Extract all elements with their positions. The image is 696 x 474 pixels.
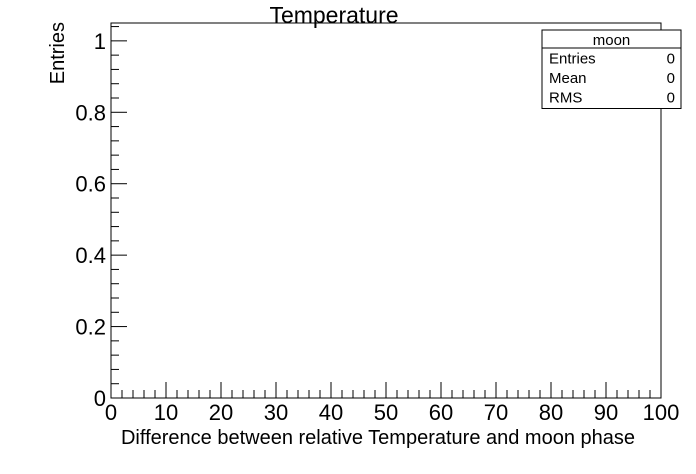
x-tick-label: 70 [484,400,508,425]
x-tick-label: 80 [539,400,563,425]
y-tick-label: 0.2 [75,315,106,340]
y-tick-label: 0 [94,386,106,411]
y-tick-label: 0.6 [75,172,106,197]
stats-row-value: 0 [667,51,675,68]
stats-box-name: moon [593,32,631,49]
x-tick-label: 60 [429,400,453,425]
x-tick-label: 10 [154,400,178,425]
stats-row-label: Mean [549,70,587,87]
chart-title: Temperature [269,2,398,28]
stats-row-label: Entries [549,51,596,68]
x-axis: 0 10 20 30 40 50 60 70 80 90 100 [105,382,679,425]
stats-row-value: 0 [667,90,675,107]
x-tick-label: 40 [319,400,343,425]
stats-box: moon Entries 0 Mean 0 RMS 0 [541,29,682,109]
x-tick-label: 0 [105,400,117,425]
stats-row-label: RMS [549,90,582,107]
y-tick-label: 1 [94,29,106,54]
x-tick-label: 50 [374,400,398,425]
stats-box-frame [541,29,682,109]
y-axis-title: Entries [47,22,69,84]
y-axis: 0 0.2 0.4 0.6 0.8 1 [75,26,127,411]
y-tick-label: 0.4 [75,243,106,268]
x-tick-label: 100 [643,400,680,425]
x-axis-title: Difference between relative Temperature … [121,427,635,449]
x-tick-label: 20 [209,400,233,425]
x-tick-label: 30 [264,400,288,425]
stats-row-value: 0 [667,70,675,87]
y-tick-label: 0.8 [75,100,106,125]
x-tick-label: 90 [594,400,618,425]
